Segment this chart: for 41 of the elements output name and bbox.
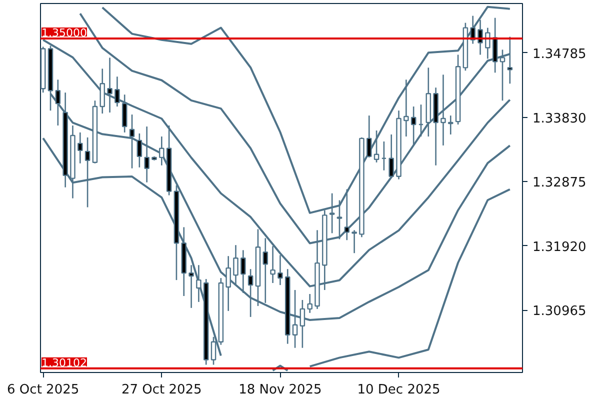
candlestick xyxy=(233,244,238,285)
candlestick xyxy=(248,268,254,318)
candlestick xyxy=(100,68,106,114)
candlestick xyxy=(500,49,506,102)
ref-line-label: 1.35000 xyxy=(42,26,87,40)
x-tick-label: 27 Oct 2025 xyxy=(121,382,202,398)
candlestick xyxy=(404,79,409,138)
candlestick xyxy=(307,293,312,314)
y-tick-label: 1.34785 xyxy=(532,46,586,62)
x-tick-label: 6 Oct 2025 xyxy=(7,382,80,398)
candlestick xyxy=(440,74,446,146)
x-tick-label: 10 Dec 2025 xyxy=(357,382,440,398)
candlestick xyxy=(374,130,380,164)
candlestick xyxy=(270,245,276,284)
y-tick-label: 1.32875 xyxy=(532,176,586,191)
candlestick xyxy=(196,264,202,303)
candlestick xyxy=(240,250,246,294)
candlestick xyxy=(136,132,142,168)
candlestick xyxy=(122,94,128,134)
candlestick xyxy=(144,126,150,183)
candlestick xyxy=(366,114,372,158)
candlestick xyxy=(388,134,394,178)
y-tick-label: 1.30965 xyxy=(532,304,586,320)
candlestick xyxy=(478,19,483,56)
candlestick xyxy=(485,27,490,60)
candlestick xyxy=(226,255,231,312)
candlestick xyxy=(114,76,120,108)
y-tick-label: 1.31920 xyxy=(532,240,586,255)
candlestick xyxy=(78,132,83,164)
line-series xyxy=(308,188,511,368)
candlestick xyxy=(410,106,416,146)
x-tick-label: 18 Nov 2025 xyxy=(238,382,322,398)
candlestick xyxy=(159,136,164,166)
ref-line-label: 1.30102 xyxy=(42,356,87,370)
candlestick xyxy=(188,264,194,309)
y-tick-label: 1.33830 xyxy=(532,111,586,126)
candlestick xyxy=(448,114,454,136)
candlestick xyxy=(352,230,357,254)
candlestick xyxy=(129,114,135,169)
candlestick xyxy=(107,57,112,114)
candlestick xyxy=(470,15,476,44)
